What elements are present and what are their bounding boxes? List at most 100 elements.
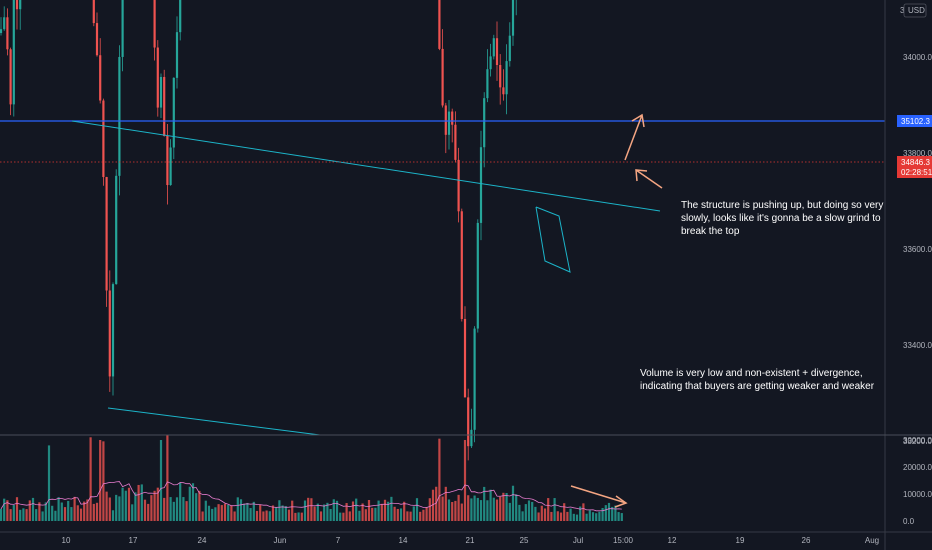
volume-bar — [131, 504, 134, 521]
volume-bar — [620, 513, 623, 521]
volume-bar — [367, 499, 371, 521]
volume-bar — [438, 438, 441, 521]
candle-body — [457, 159, 460, 212]
volume-bar — [25, 509, 28, 521]
volume-bar — [86, 499, 89, 521]
volume-bar — [406, 511, 409, 521]
volume-bar — [294, 512, 297, 521]
time-tick-label: 24 — [198, 536, 207, 545]
candle-body — [118, 56, 121, 176]
candle-body — [492, 38, 495, 57]
volume-bar — [572, 513, 575, 521]
volume-bar — [287, 509, 291, 521]
volume-bar — [371, 507, 374, 521]
candle-body — [451, 111, 454, 125]
candle-body — [153, 0, 156, 48]
volume-bar — [415, 498, 419, 521]
volume-bar — [553, 498, 556, 521]
volume-bar — [470, 498, 473, 521]
volume-bar — [383, 499, 387, 521]
volume-bar — [262, 511, 265, 521]
volume-bar — [419, 511, 422, 521]
volume-bar — [326, 502, 329, 521]
volume-bar — [233, 511, 236, 521]
svg-text:35102.3: 35102.3 — [901, 117, 930, 126]
volume-bar — [463, 440, 467, 521]
volume-bar — [457, 494, 460, 521]
volume-axis-labels: 0.0 10000.0 20000.0 30000.0 — [903, 436, 932, 526]
candle-body — [175, 32, 179, 78]
volume-bar — [585, 513, 588, 521]
volume-bar — [28, 500, 31, 521]
price-axis-panel[interactable] — [885, 0, 932, 532]
price-tick-label: 33400.0 — [903, 341, 932, 350]
volume-bar — [351, 501, 355, 521]
volume-bar — [124, 490, 127, 521]
candle-body — [470, 429, 473, 447]
volume-tick-label: 10000.0 — [903, 490, 932, 499]
volume-bar — [486, 500, 489, 521]
candle-body — [476, 222, 479, 329]
volume-bar — [425, 507, 428, 521]
volume-bar — [6, 500, 9, 521]
volume-bar — [22, 508, 25, 521]
volume-bar — [374, 507, 377, 521]
volume-bar — [70, 507, 73, 521]
volume-bar — [291, 500, 294, 521]
volume-bar — [54, 510, 57, 521]
volume-bar — [47, 445, 51, 521]
volume-bar — [332, 499, 335, 521]
time-tick-label: 14 — [399, 536, 408, 545]
volume-bar — [284, 506, 287, 521]
time-tick-label: Jul — [573, 536, 583, 545]
support-trend-line — [107, 407, 321, 436]
time-tick-label: 26 — [802, 536, 811, 545]
volume-bar — [550, 511, 553, 521]
volume-bar — [559, 512, 563, 521]
volume-bar — [355, 498, 358, 521]
candle-body — [502, 87, 505, 95]
volume-bar — [505, 493, 508, 521]
volume-bar — [67, 500, 70, 521]
volume-tick-label: 20000.0 — [903, 463, 932, 472]
time-tick-label: 12 — [668, 536, 677, 545]
time-tick-label: 19 — [736, 536, 745, 545]
volume-bar — [198, 490, 201, 521]
volume-bar — [380, 503, 383, 521]
volume-bar — [188, 486, 191, 521]
volume-bar — [313, 506, 316, 521]
volume-bar — [393, 506, 396, 521]
volume-bar — [265, 510, 268, 521]
volume-bar — [508, 502, 511, 521]
currency-selector[interactable]: USD — [903, 3, 927, 18]
volume-bar — [467, 495, 470, 521]
volume-bar — [319, 511, 323, 521]
volume-bar — [540, 505, 543, 521]
volume-bar — [108, 497, 111, 521]
volume-bar — [617, 512, 620, 521]
volume-bar — [163, 497, 166, 521]
volume-bar — [598, 511, 601, 521]
volume-bar — [303, 500, 307, 521]
volume-bar — [377, 500, 380, 521]
last-price-tag: 34846.3 02:28:51 — [897, 156, 932, 178]
price-tick-label: 33800.0 — [903, 149, 932, 158]
volume-bar — [556, 511, 559, 521]
time-tick-label: Aug — [865, 536, 879, 545]
volume-bar — [127, 487, 131, 521]
volume-bar — [364, 509, 367, 521]
volume-bar — [76, 505, 79, 521]
volume-bar — [412, 506, 415, 521]
volume-bar — [518, 504, 521, 521]
volume-bar — [575, 514, 579, 521]
volume-bar — [521, 511, 524, 521]
volume-bar — [454, 500, 457, 521]
candle-body — [444, 105, 447, 135]
volume-bar — [399, 508, 403, 521]
volume-bar — [118, 496, 121, 521]
candle-body — [166, 136, 169, 186]
arrow-pointer-icon — [635, 169, 663, 189]
volume-bar — [79, 508, 83, 521]
volume-bar — [431, 489, 435, 521]
